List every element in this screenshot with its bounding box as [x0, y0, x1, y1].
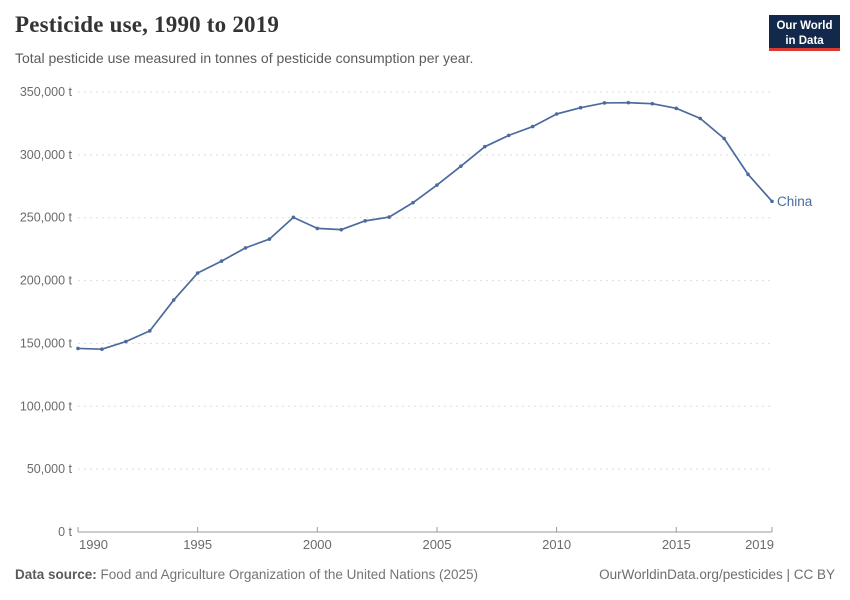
data-point[interactable]	[411, 200, 415, 205]
y-tick-label: 300,000 t	[20, 148, 73, 162]
x-tick-label: 2000	[303, 537, 332, 552]
data-point[interactable]	[171, 298, 176, 302]
data-point[interactable]	[315, 226, 320, 231]
data-point[interactable]	[578, 105, 583, 110]
data-point[interactable]	[722, 136, 726, 141]
series-label-china: China	[777, 194, 813, 209]
y-tick-label: 0 t	[58, 525, 72, 539]
data-point[interactable]	[363, 219, 367, 223]
y-tick-label: 150,000 t	[20, 336, 73, 350]
data-point[interactable]	[219, 259, 224, 263]
data-point[interactable]	[602, 101, 607, 105]
data-point[interactable]	[195, 271, 200, 275]
y-tick-label: 100,000 t	[20, 399, 73, 413]
credit-link[interactable]: OurWorldinData.org/pesticides | CC BY	[599, 567, 835, 582]
data-point[interactable]	[291, 215, 296, 220]
chart-title: Pesticide use, 1990 to 2019	[15, 12, 280, 37]
data-source-label: Data source:	[15, 567, 97, 582]
data-point[interactable]	[506, 133, 511, 138]
data-source-text: Food and Agriculture Organization of the…	[96, 567, 479, 582]
series-line-china[interactable]	[77, 101, 773, 351]
x-tick-label: 1995	[183, 537, 212, 552]
x-tick-label: 1990	[79, 537, 108, 552]
data-point[interactable]	[459, 164, 463, 168]
data-point[interactable]	[674, 106, 679, 111]
data-source: Data source: Food and Agriculture Organi…	[15, 567, 478, 582]
data-point[interactable]	[530, 124, 535, 129]
data-point[interactable]	[554, 112, 559, 116]
data-point[interactable]	[76, 346, 80, 351]
y-tick-label: 250,000 t	[20, 211, 73, 225]
data-point[interactable]	[124, 339, 128, 344]
x-tick-label: 2010	[542, 537, 571, 552]
data-point[interactable]	[483, 144, 487, 149]
chart-subtitle: Total pesticide use measured in tonnes o…	[15, 50, 474, 66]
y-tick-label: 50,000 t	[27, 462, 73, 476]
data-point[interactable]	[770, 199, 774, 204]
data-point[interactable]	[387, 215, 391, 219]
chart-footer: Data source: Food and Agriculture Organi…	[15, 567, 835, 582]
data-point[interactable]	[626, 100, 631, 105]
data-point[interactable]	[435, 183, 439, 187]
data-point[interactable]	[147, 329, 152, 333]
y-tick-label: 200,000 t	[20, 274, 73, 288]
data-point[interactable]	[746, 172, 750, 177]
owid-logo[interactable]: Our World in Data	[769, 15, 840, 51]
y-tick-label: 350,000 t	[20, 85, 73, 99]
data-point[interactable]	[267, 237, 272, 241]
data-point[interactable]	[339, 227, 344, 232]
data-point[interactable]	[650, 101, 655, 106]
owid-logo-line1: Our World	[776, 20, 833, 32]
data-point[interactable]	[243, 246, 248, 250]
owid-logo-line2: in Data	[785, 34, 824, 47]
x-tick-label: 2005	[423, 537, 452, 552]
x-tick-label: 2019	[745, 537, 774, 552]
data-point[interactable]	[100, 347, 104, 352]
data-point[interactable]	[698, 116, 703, 121]
x-tick-label: 2015	[662, 537, 691, 552]
